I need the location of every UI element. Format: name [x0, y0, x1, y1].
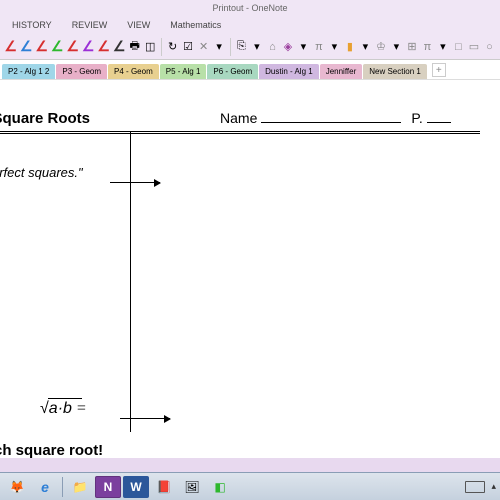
pi-icon-2[interactable]: π — [421, 39, 435, 55]
dropdown-icon[interactable]: ▾ — [297, 39, 311, 55]
pen-blue[interactable]: ∠ — [20, 39, 34, 55]
taskbar-separator — [62, 477, 63, 497]
dropdown-icon[interactable]: ▾ — [359, 39, 373, 55]
highlight-icon[interactable]: ▮ — [343, 39, 357, 55]
ribbon-tab-review[interactable]: REVIEW — [62, 20, 118, 30]
name-label: Name — [220, 110, 257, 126]
pen-red-3[interactable]: ∠ — [66, 39, 80, 55]
each-square-root-text: ch square root! — [0, 442, 103, 459]
worksheet-header: ring Square Roots Name P. — [0, 110, 480, 134]
taskbar-onenote[interactable]: N — [95, 476, 121, 498]
pen-red-1[interactable]: ∠ — [4, 39, 18, 55]
crown-icon[interactable]: ♔ — [374, 39, 388, 55]
window-title: Printout - OneNote — [212, 3, 287, 13]
period-label: P. — [411, 110, 422, 126]
worksheet-content: ring Square Roots Name P. erfect squares… — [0, 110, 480, 136]
dropdown-icon[interactable]: ▾ — [328, 39, 342, 55]
pen-red-4[interactable]: ∠ — [97, 39, 111, 55]
ribbon-tab-mathematics[interactable]: Mathematics — [160, 20, 231, 30]
dropdown-icon[interactable]: ▾ — [250, 39, 264, 55]
refresh-icon[interactable]: ↻ — [166, 39, 180, 55]
section-tab-p6[interactable]: P6 - Geom — [207, 64, 258, 79]
section-tab-jenniffer[interactable]: Jenniffer — [320, 64, 363, 79]
pi-icon[interactable]: π — [312, 39, 326, 55]
delete-icon[interactable]: ✕ — [197, 39, 211, 55]
period-blank-line — [427, 122, 451, 123]
taskbar-app[interactable]: ◧ — [207, 476, 233, 498]
dropdown-icon[interactable]: ▾ — [212, 39, 226, 55]
dropdown-icon[interactable]: ▾ — [436, 39, 450, 55]
name-blank-line — [261, 122, 401, 123]
check-icon[interactable]: ☑ — [181, 39, 195, 55]
section-tab-p3[interactable]: P3 - Geom — [56, 64, 107, 79]
pen-red-2[interactable]: ∠ — [35, 39, 49, 55]
crop-icon[interactable]: ◫ — [144, 39, 158, 55]
ribbon-tab-history[interactable]: HISTORY — [2, 20, 62, 30]
page-canvas[interactable]: ring Square Roots Name P. erfect squares… — [0, 80, 500, 480]
dropdown-icon[interactable]: ▾ — [390, 39, 404, 55]
copy-icon[interactable]: ⎘ — [235, 39, 249, 55]
tray-chevron-icon[interactable]: ▴ — [491, 481, 496, 492]
taskbar: 🦊 e 📁 N W 📕 🖼 ◧ ▴ — [0, 472, 500, 500]
separator — [161, 38, 162, 56]
section-tab-p5[interactable]: P5 - Alg 1 — [160, 64, 207, 79]
section-tab-dustin[interactable]: Dustin - Alg 1 — [259, 64, 319, 79]
cube-icon[interactable]: ◈ — [281, 39, 295, 55]
perfect-squares-text: erfect squares." — [0, 165, 83, 180]
keyboard-icon[interactable] — [465, 481, 485, 493]
ribbon-tab-view[interactable]: VIEW — [117, 20, 160, 30]
square-icon[interactable]: □ — [452, 39, 466, 55]
taskbar-firefox[interactable]: 🦊 — [4, 476, 30, 498]
grid-icon[interactable]: ⊞ — [405, 39, 419, 55]
add-section-button[interactable]: + — [432, 63, 446, 77]
section-tab-p4[interactable]: P4 - Geom — [108, 64, 159, 79]
pen-black[interactable]: ∠ — [113, 39, 127, 55]
taskbar-word[interactable]: W — [123, 476, 149, 498]
circle-icon[interactable]: ○ — [483, 39, 497, 55]
pen-green[interactable]: ∠ — [51, 39, 65, 55]
section-tab-new[interactable]: New Section 1 — [363, 64, 427, 79]
taskbar-pdf[interactable]: 📕 — [151, 476, 177, 498]
taskbar-ie[interactable]: e — [32, 476, 58, 498]
separator — [230, 38, 231, 56]
pen-purple[interactable]: ∠ — [82, 39, 96, 55]
section-tabs-row: P2 - Alg 1 2 P3 - Geom P4 - Geom P5 - Al… — [0, 60, 500, 80]
ribbon-toolbar: ∠ ∠ ∠ ∠ ∠ ∠ ∠ ∠ 🖶 ◫ ↻ ☑ ✕ ▾ ⎘ ▾ ⌂ ◈ ▾ π … — [0, 34, 500, 60]
rect-icon[interactable]: ▭ — [467, 39, 481, 55]
print-icon[interactable]: 🖶 — [128, 39, 142, 55]
sqrt-expression: √a·b = — [40, 400, 87, 418]
taskbar-tray: ▴ — [465, 481, 496, 493]
title-bar: Printout - OneNote — [0, 0, 500, 16]
home-icon[interactable]: ⌂ — [266, 39, 280, 55]
arrow-1 — [110, 170, 160, 188]
arrow-2 — [120, 406, 170, 424]
taskbar-explorer[interactable]: 📁 — [67, 476, 93, 498]
worksheet-title: ring Square Roots — [0, 110, 90, 127]
section-tab-p2[interactable]: P2 - Alg 1 2 — [2, 64, 55, 79]
taskbar-image[interactable]: 🖼 — [179, 476, 205, 498]
status-bar — [0, 458, 500, 472]
ribbon-tab-row: HISTORY REVIEW VIEW Mathematics — [0, 16, 500, 34]
